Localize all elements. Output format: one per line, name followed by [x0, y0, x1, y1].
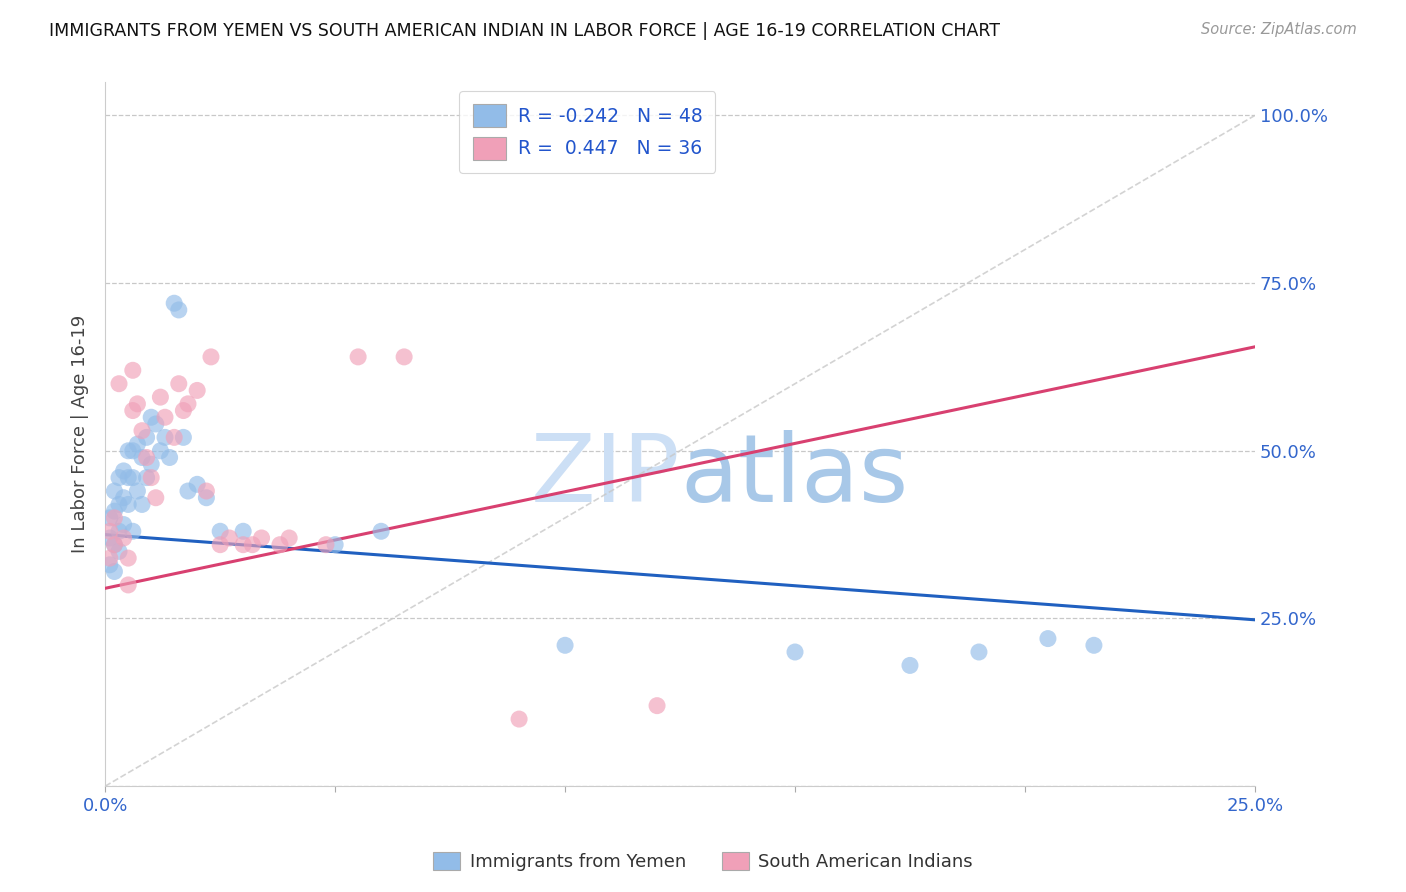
Point — [103, 565, 125, 579]
Point — [149, 390, 172, 404]
Point — [98, 531, 121, 545]
Point — [108, 498, 131, 512]
Point — [117, 578, 139, 592]
Point — [131, 424, 153, 438]
Point — [177, 397, 200, 411]
Point — [554, 638, 576, 652]
Point — [645, 698, 668, 713]
Point — [195, 491, 218, 505]
Point — [149, 443, 172, 458]
Point — [159, 450, 181, 465]
Point — [145, 417, 167, 431]
Y-axis label: In Labor Force | Age 16-19: In Labor Force | Age 16-19 — [72, 315, 89, 553]
Point — [141, 457, 163, 471]
Point — [98, 558, 121, 572]
Point — [163, 296, 186, 310]
Point — [167, 302, 190, 317]
Point — [127, 397, 149, 411]
Legend: R = -0.242   N = 48, R =  0.447   N = 36: R = -0.242 N = 48, R = 0.447 N = 36 — [460, 91, 716, 173]
Point — [315, 538, 337, 552]
Point — [195, 483, 218, 498]
Point — [121, 363, 143, 377]
Point — [98, 511, 121, 525]
Point — [167, 376, 190, 391]
Point — [370, 524, 392, 539]
Point — [117, 551, 139, 566]
Point — [103, 538, 125, 552]
Text: ZIP: ZIP — [530, 430, 681, 523]
Point — [121, 524, 143, 539]
Point — [278, 531, 301, 545]
Point — [121, 403, 143, 417]
Text: IMMIGRANTS FROM YEMEN VS SOUTH AMERICAN INDIAN IN LABOR FORCE | AGE 16-19 CORREL: IMMIGRANTS FROM YEMEN VS SOUTH AMERICAN … — [49, 22, 1000, 40]
Text: atlas: atlas — [681, 430, 908, 523]
Point — [131, 498, 153, 512]
Point — [250, 531, 273, 545]
Point — [209, 538, 232, 552]
Point — [232, 538, 254, 552]
Point — [172, 403, 194, 417]
Point — [127, 437, 149, 451]
Point — [508, 712, 530, 726]
Point — [145, 491, 167, 505]
Point — [240, 538, 263, 552]
Point — [103, 538, 125, 552]
Point — [103, 504, 125, 518]
Point — [121, 470, 143, 484]
Point — [163, 430, 186, 444]
Point — [141, 470, 163, 484]
Point — [108, 524, 131, 539]
Point — [117, 498, 139, 512]
Point — [1083, 638, 1105, 652]
Point — [135, 430, 157, 444]
Point — [177, 483, 200, 498]
Point — [783, 645, 806, 659]
Point — [98, 551, 121, 566]
Point — [98, 524, 121, 539]
Point — [153, 410, 176, 425]
Point — [108, 544, 131, 558]
Point — [121, 443, 143, 458]
Text: Source: ZipAtlas.com: Source: ZipAtlas.com — [1201, 22, 1357, 37]
Point — [108, 376, 131, 391]
Legend: Immigrants from Yemen, South American Indians: Immigrants from Yemen, South American In… — [426, 845, 980, 879]
Point — [218, 531, 240, 545]
Point — [103, 511, 125, 525]
Point — [967, 645, 990, 659]
Point — [1036, 632, 1059, 646]
Point — [200, 350, 222, 364]
Point — [117, 470, 139, 484]
Point — [186, 477, 208, 491]
Point — [108, 470, 131, 484]
Point — [172, 430, 194, 444]
Point — [392, 350, 415, 364]
Point — [347, 350, 370, 364]
Point — [232, 524, 254, 539]
Point — [112, 464, 135, 478]
Point — [323, 538, 346, 552]
Point — [131, 450, 153, 465]
Point — [898, 658, 921, 673]
Point — [103, 483, 125, 498]
Point — [135, 450, 157, 465]
Point — [209, 524, 232, 539]
Point — [117, 443, 139, 458]
Point — [153, 430, 176, 444]
Point — [112, 517, 135, 532]
Point — [112, 531, 135, 545]
Point — [135, 470, 157, 484]
Point — [112, 491, 135, 505]
Point — [186, 384, 208, 398]
Point — [269, 538, 291, 552]
Point — [127, 483, 149, 498]
Point — [141, 410, 163, 425]
